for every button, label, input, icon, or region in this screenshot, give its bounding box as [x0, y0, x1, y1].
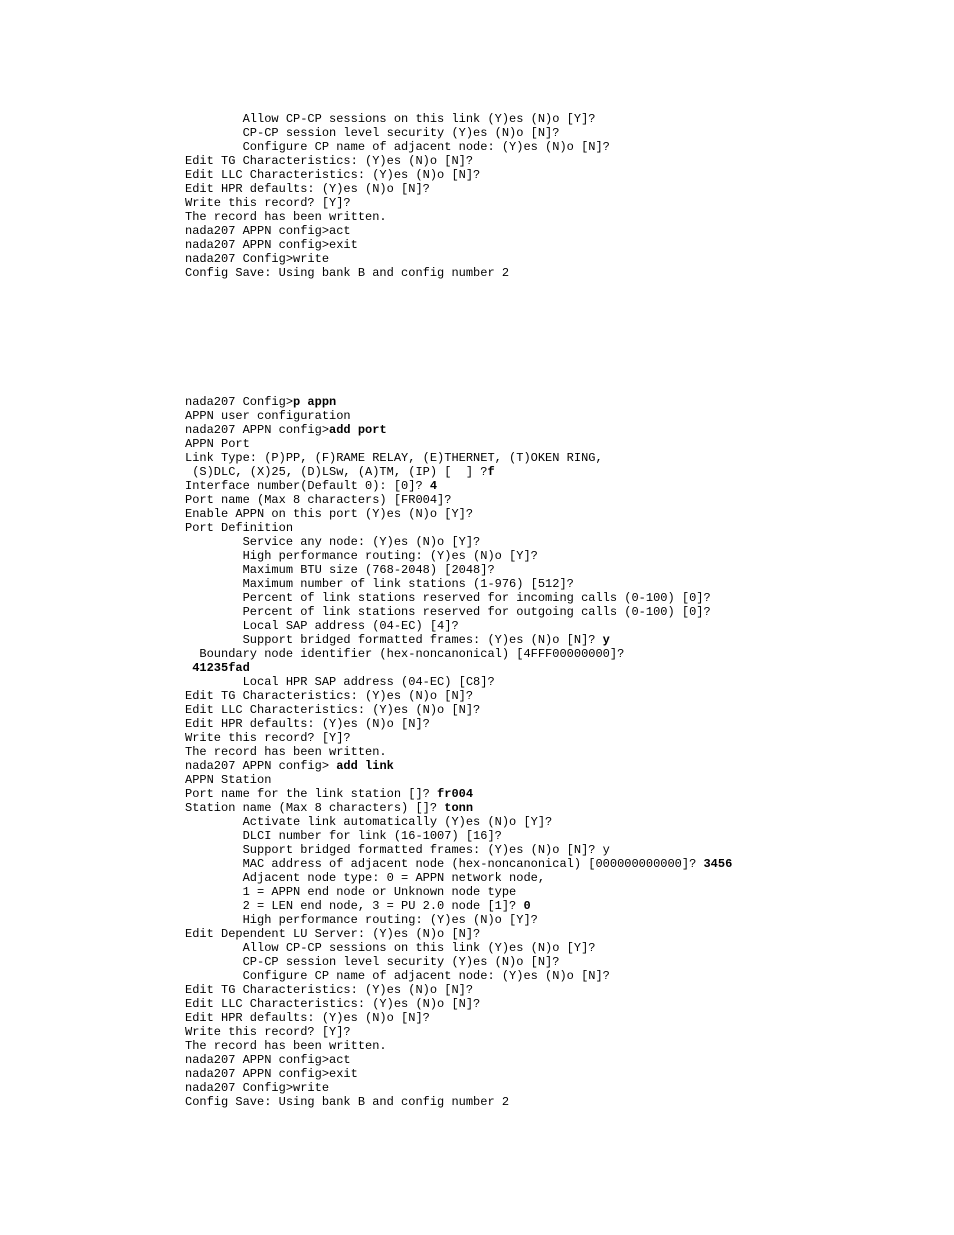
output-line: The record has been written. — [185, 1039, 387, 1053]
prompt-line: Support bridged formatted frames: (Y)es … — [185, 633, 610, 647]
prompt-line: nada207 Config>p appn — [185, 395, 336, 409]
output-line: High performance routing: (Y)es (N)o [Y]… — [185, 549, 538, 563]
prompt-line: 2 = LEN end node, 3 = PU 2.0 node [1]? 0 — [185, 899, 531, 913]
output-line: Local HPR SAP address (04-EC) [C8]? — [185, 675, 495, 689]
output-line: Allow CP-CP sessions on this link (Y)es … — [185, 112, 595, 126]
output-line: APPN Port — [185, 437, 250, 451]
user-input: 3456 — [703, 857, 732, 871]
output-line: Service any node: (Y)es (N)o [Y]? — [185, 535, 480, 549]
output-line: The record has been written. — [185, 745, 387, 759]
output-line: DLCI number for link (16-1007) [16]? — [185, 829, 502, 843]
output-line: Adjacent node type: 0 = APPN network nod… — [185, 871, 545, 885]
output-line: Maximum BTU size (768-2048) [2048]? — [185, 563, 495, 577]
output-line: Activate link automatically (Y)es (N)o [… — [185, 815, 552, 829]
output-line: Percent of link stations reserved for in… — [185, 591, 711, 605]
output-line: nada207 APPN config>exit — [185, 1067, 358, 1081]
prompt-text: MAC address of adjacent node (hex-noncan… — [185, 857, 703, 871]
output-line: Configure CP name of adjacent node: (Y)e… — [185, 969, 610, 983]
prompt-line: Station name (Max 8 characters) []? tonn — [185, 801, 473, 815]
output-line: CP-CP session level security (Y)es (N)o … — [185, 126, 559, 140]
prompt-text: nada207 APPN config> — [185, 423, 329, 437]
output-line: Edit TG Characteristics: (Y)es (N)o [N]? — [185, 154, 473, 168]
output-line: Edit LLC Characteristics: (Y)es (N)o [N]… — [185, 168, 480, 182]
prompt-text: Interface number(Default 0): [0]? — [185, 479, 430, 493]
output-line: 1 = APPN end node or Unknown node type — [185, 885, 516, 899]
prompt-line: (S)DLC, (X)25, (D)LSw, (A)TM, (IP) [ ] ?… — [185, 465, 495, 479]
output-line: nada207 APPN config>act — [185, 1053, 351, 1067]
output-line: Edit TG Characteristics: (Y)es (N)o [N]? — [185, 689, 473, 703]
output-line: Port Definition — [185, 521, 293, 535]
user-input: tonn — [444, 801, 473, 815]
output-line: Edit LLC Characteristics: (Y)es (N)o [N]… — [185, 703, 480, 717]
output-line: Percent of link stations reserved for ou… — [185, 605, 711, 619]
output-line: Config Save: Using bank B and config num… — [185, 266, 509, 280]
output-line: Allow CP-CP sessions on this link (Y)es … — [185, 941, 595, 955]
output-line: Edit HPR defaults: (Y)es (N)o [N]? — [185, 1011, 430, 1025]
user-input: fr004 — [437, 787, 473, 801]
output-line: Write this record? [Y]? — [185, 196, 351, 210]
user-input: 0 — [523, 899, 530, 913]
output-line: APPN Station — [185, 773, 271, 787]
user-input: 41235fad — [185, 661, 250, 675]
prompt-line: Port name for the link station []? fr004 — [185, 787, 473, 801]
output-line: The record has been written. — [185, 210, 387, 224]
output-line: Config Save: Using bank B and config num… — [185, 1095, 509, 1109]
output-line: Local SAP address (04-EC) [4]? — [185, 619, 459, 633]
prompt-text: Port name for the link station []? — [185, 787, 437, 801]
user-input: add port — [329, 423, 387, 437]
prompt-text: Support bridged formatted frames: (Y)es … — [185, 633, 603, 647]
prompt-text: nada207 Config> — [185, 395, 293, 409]
prompt-line: nada207 APPN config>add port — [185, 423, 387, 437]
output-line: nada207 Config>write — [185, 1081, 329, 1095]
output-line: Configure CP name of adjacent node: (Y)e… — [185, 140, 610, 154]
output-line: Edit Dependent LU Server: (Y)es (N)o [N]… — [185, 927, 480, 941]
user-input: add link — [336, 759, 394, 773]
terminal-output-block-1: Allow CP-CP sessions on this link (Y)es … — [185, 112, 610, 280]
user-input: 4 — [430, 479, 437, 493]
prompt-text: Station name (Max 8 characters) []? — [185, 801, 444, 815]
output-line: Edit HPR defaults: (Y)es (N)o [N]? — [185, 717, 430, 731]
prompt-text: nada207 APPN config> — [185, 759, 336, 773]
output-line: Write this record? [Y]? — [185, 1025, 351, 1039]
output-line: Port name (Max 8 characters) [FR004]? — [185, 493, 451, 507]
output-line: nada207 Config>write — [185, 252, 329, 266]
output-line: CP-CP session level security (Y)es (N)o … — [185, 955, 559, 969]
prompt-text: (S)DLC, (X)25, (D)LSw, (A)TM, (IP) [ ] ? — [185, 465, 487, 479]
output-line: nada207 APPN config>exit — [185, 238, 358, 252]
output-line: nada207 APPN config>act — [185, 224, 351, 238]
prompt-line: MAC address of adjacent node (hex-noncan… — [185, 857, 732, 871]
user-input: f — [487, 465, 494, 479]
prompt-line: nada207 APPN config> add link — [185, 759, 394, 773]
output-line: Enable APPN on this port (Y)es (N)o [Y]? — [185, 507, 473, 521]
prompt-line: Interface number(Default 0): [0]? 4 — [185, 479, 437, 493]
output-line: Edit TG Characteristics: (Y)es (N)o [N]? — [185, 983, 473, 997]
output-line: High performance routing: (Y)es (N)o [Y]… — [185, 913, 538, 927]
output-line: Support bridged formatted frames: (Y)es … — [185, 843, 610, 857]
output-line: Link Type: (P)PP, (F)RAME RELAY, (E)THER… — [185, 451, 603, 465]
output-line: Maximum number of link stations (1-976) … — [185, 577, 574, 591]
user-input: p appn — [293, 395, 336, 409]
output-line: APPN user configuration — [185, 409, 351, 423]
user-input: y — [603, 633, 610, 647]
output-line: Boundary node identifier (hex-noncanonic… — [185, 647, 624, 661]
prompt-text: 2 = LEN end node, 3 = PU 2.0 node [1]? — [185, 899, 523, 913]
output-line: Write this record? [Y]? — [185, 731, 351, 745]
output-line: Edit LLC Characteristics: (Y)es (N)o [N]… — [185, 997, 480, 1011]
terminal-output-block-2: nada207 Config>p appn APPN user configur… — [185, 395, 732, 1109]
output-line: Edit HPR defaults: (Y)es (N)o [N]? — [185, 182, 430, 196]
